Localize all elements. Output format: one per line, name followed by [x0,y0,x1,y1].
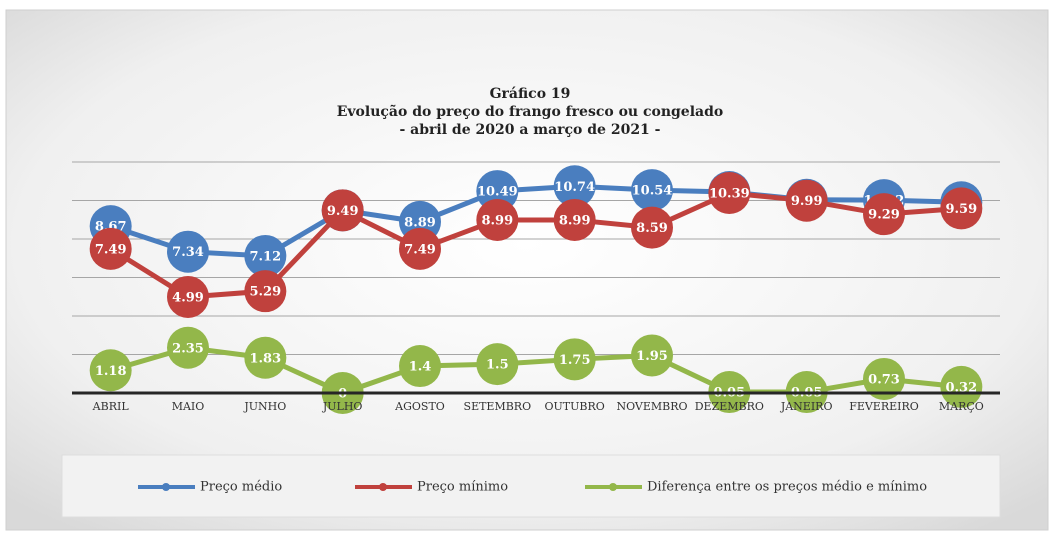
data-label: 0.73 [868,372,900,387]
data-label: 9.59 [945,202,977,217]
data-label: 1.95 [636,349,668,364]
data-label: 9.49 [327,204,359,219]
x-tick-label: MARÇO [939,400,984,413]
x-tick-label: NOVEMBRO [616,400,687,413]
data-label: 8.89 [404,215,436,230]
chart-title: Gráfico 19 [490,86,571,102]
legend-label: Preço mínimo [417,480,508,495]
data-label: 1.4 [409,360,432,375]
data-label: 10.54 [632,184,673,199]
data-point [631,334,673,377]
data-point [167,326,209,369]
axis: ABRIL MAIO JUNHO JULHO AGOSTO SETEMBRO OUTUBRO… [72,391,1000,413]
data-point [167,230,209,273]
data-point [553,165,596,208]
legend: Preço médio Preço mínimo Diferença entre o… [138,480,927,495]
data-point [476,198,519,241]
data-label: 9.29 [868,208,900,223]
data-point [399,227,441,270]
data-point [244,234,287,277]
chart-subtitle: Evolução do preço do frango fresco ou co… [337,103,723,120]
data-point [631,169,673,212]
data-point [785,179,828,222]
data-point [89,349,132,392]
data-label: 8.59 [636,221,668,236]
data-label: 1.5 [486,358,509,373]
x-tick-label: JUNHO [243,400,286,413]
legend-label: Diferença entre os preços médio e mínimo [647,480,927,495]
legend-swatch [162,483,170,491]
data-point [244,336,287,379]
x-tick-label: DEZEMBRO [695,400,764,413]
data-label: 10.74 [554,180,595,195]
data-label: 2.35 [172,341,204,356]
data-point [553,338,596,381]
data-label: 7.49 [95,242,127,257]
data-point [631,206,673,249]
data-point [244,270,287,313]
x-tick-label: MAIO [172,400,205,413]
x-tick-label: OUTUBRO [545,400,605,413]
data-label: 4.99 [172,290,204,305]
legend-label: Preço médio [200,480,282,495]
data-label: 7.34 [172,245,204,260]
data-label: 7.12 [249,249,281,264]
data-label: 8.99 [559,213,591,228]
data-point [167,275,209,318]
data-point [940,365,983,408]
chart-subtitle: - abril de 2020 a março de 2021 - [399,122,660,138]
data-label: 10.39 [709,186,750,201]
data-point [89,227,132,270]
markers: 8.677.347.129.498.8910.4910.7410.5410.44… [89,165,983,414]
data-point [476,170,519,213]
data-label: 1.83 [249,351,281,366]
legend-box [61,454,1001,518]
x-tick-label: ABRIL [92,400,130,413]
x-tick-label: JULHO [322,400,363,413]
data-point [708,171,751,214]
x-tick-label: SETEMBRO [464,400,532,413]
data-label: 10.49 [477,185,518,200]
data-point [863,357,905,400]
data-point [940,187,983,230]
data-point [553,198,596,241]
data-point [399,345,441,388]
x-tick-label: AGOSTO [394,400,445,413]
data-label: 9.99 [791,194,823,209]
x-tick-label: JANEIRO [780,400,833,413]
data-label: 1.75 [559,353,591,368]
data-point [863,193,905,236]
data-label: 5.29 [249,285,281,300]
legend-swatch [379,483,387,491]
data-label: 8.99 [481,213,513,228]
data-label: 1.18 [95,364,127,379]
data-point [476,343,519,386]
x-tick-label: FEVEREIRO [849,400,919,413]
data-point [321,189,364,232]
data-label: 7.49 [404,242,436,257]
legend-swatch [609,483,617,491]
